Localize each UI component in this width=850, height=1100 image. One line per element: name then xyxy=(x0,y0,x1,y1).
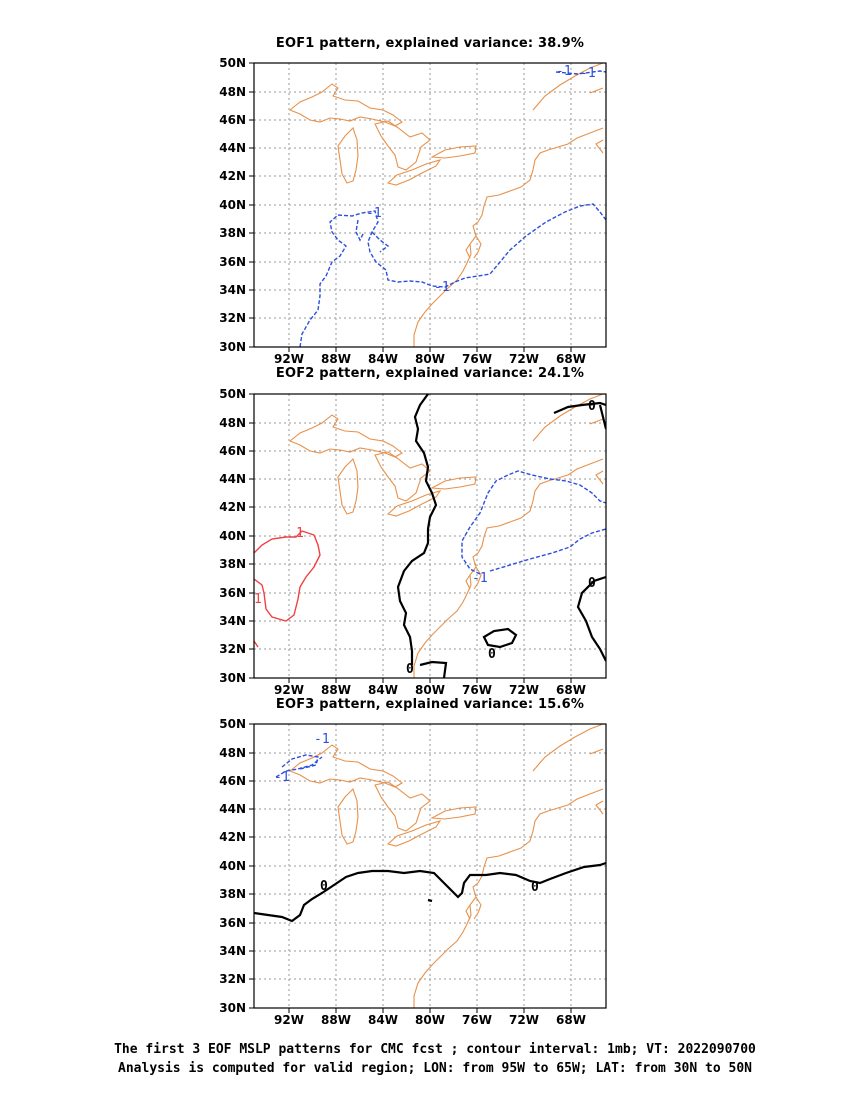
lat-label-panel-1: 50N xyxy=(219,56,246,70)
lat-label-panel-3: 44N xyxy=(219,802,246,816)
lat-label-panel-3: 38N xyxy=(219,887,246,901)
lon-label-panel-3: 88W xyxy=(321,1013,351,1027)
lat-label-panel-2: 32N xyxy=(219,642,246,656)
lon-label-panel-2: 80W xyxy=(415,683,445,697)
panel-3-contour-label: -1 xyxy=(274,770,290,785)
panel-1-title: EOF1 pattern, explained variance: 38.9% xyxy=(275,36,585,51)
lat-label-panel-1: 30N xyxy=(219,340,246,354)
panel-1-contour-label: -1 xyxy=(580,66,596,81)
lat-label-panel-1: 44N xyxy=(219,141,246,155)
lat-label-panel-2: 40N xyxy=(219,529,246,543)
lat-label-panel-2: 38N xyxy=(219,557,246,571)
lon-label-panel-3: 80W xyxy=(415,1013,445,1027)
caption-line-2: Analysis is computed for valid region; L… xyxy=(118,1061,752,1076)
lat-label-panel-3: 42N xyxy=(219,830,246,844)
lon-label-panel-1: 92W xyxy=(274,352,304,366)
panel-2-contour-label: 0 xyxy=(588,576,596,591)
lon-label-panel-1: 80W xyxy=(415,352,445,366)
lon-label-panel-2: 72W xyxy=(509,683,539,697)
lon-label-panel-1: 84W xyxy=(368,352,398,366)
panel-3-map: 0 0 -1 -1 xyxy=(248,723,607,1014)
lat-label-panel-1: 46N xyxy=(219,113,246,127)
lon-label-panel-1: 88W xyxy=(321,352,351,366)
lat-label-panel-3: 34N xyxy=(219,944,246,958)
lat-label-panel-3: 48N xyxy=(219,746,246,760)
panel-2-contour-label: 0 xyxy=(588,399,596,414)
panel-3-contour-label: 0 xyxy=(531,880,539,895)
panel-2-contour-label: 0 xyxy=(406,662,414,677)
panel-2-map: 0 0 0 0 1 1 -1 xyxy=(248,393,607,684)
lon-label-panel-2: 76W xyxy=(462,683,492,697)
panel-1-contour-label: -1 xyxy=(556,64,572,79)
lon-label-panel-3: 84W xyxy=(368,1013,398,1027)
panel-3-contour-label: -1 xyxy=(314,732,330,747)
panel-3-title: EOF3 pattern, explained variance: 15.6% xyxy=(275,697,585,712)
panel-1-contour-label: -1 xyxy=(366,206,382,221)
panel-1-contour-label: -1 xyxy=(434,280,450,295)
lon-label-panel-2: 88W xyxy=(321,683,351,697)
panel-2-contour-label: 0 xyxy=(488,647,496,662)
panel-2-contour-label: 1 xyxy=(296,526,304,541)
lat-label-panel-2: 44N xyxy=(219,472,246,486)
lon-label-panel-3: 68W xyxy=(556,1013,586,1027)
lat-label-panel-1: 42N xyxy=(219,169,246,183)
lat-label-panel-1: 48N xyxy=(219,85,246,99)
lat-label-panel-3: 32N xyxy=(219,972,246,986)
panel-1-negative-contours xyxy=(299,70,606,347)
lon-label-panel-2: 68W xyxy=(556,683,586,697)
lat-label-panel-3: 36N xyxy=(219,916,246,930)
lon-label-panel-3: 92W xyxy=(274,1013,304,1027)
panel-2-title: EOF2 pattern, explained variance: 24.1% xyxy=(275,366,585,381)
lat-label-panel-3: 50N xyxy=(219,717,246,731)
lat-label-panel-1: 38N xyxy=(219,226,246,240)
lon-label-panel-2: 84W xyxy=(368,683,398,697)
lat-label-panel-2: 48N xyxy=(219,416,246,430)
lon-label-panel-1: 68W xyxy=(556,352,586,366)
lat-label-panel-2: 36N xyxy=(219,586,246,600)
axis-labels: 50N 48N 46N 44N 42N 40N 38N 36N 34N 32N 30N 92W 88W 8… xyxy=(219,56,586,1027)
panel-1-map: -1 -1 -1 -1 xyxy=(248,62,607,353)
lon-label-panel-1: 76W xyxy=(462,352,492,366)
lat-label-panel-3: 46N xyxy=(219,774,246,788)
lon-label-panel-1: 72W xyxy=(509,352,539,366)
lat-label-panel-3: 30N xyxy=(219,1001,246,1015)
lat-label-panel-2: 34N xyxy=(219,614,246,628)
caption-line-1: The first 3 EOF MSLP patterns for CMC fc… xyxy=(114,1042,756,1057)
lon-label-panel-2: 92W xyxy=(274,683,304,697)
lon-label-panel-3: 76W xyxy=(462,1013,492,1027)
panel-3-contour-label: 0 xyxy=(320,879,328,894)
lat-label-panel-1: 32N xyxy=(219,311,246,325)
lat-label-panel-3: 40N xyxy=(219,859,246,873)
lat-label-panel-2: 46N xyxy=(219,444,246,458)
lat-label-panel-2: 30N xyxy=(219,671,246,685)
lat-label-panel-1: 34N xyxy=(219,283,246,297)
panel-2-contour-label: -1 xyxy=(472,571,488,586)
lat-label-panel-2: 42N xyxy=(219,500,246,514)
lon-label-panel-3: 72W xyxy=(509,1013,539,1027)
lat-label-panel-2: 50N xyxy=(219,387,246,401)
lat-label-panel-1: 36N xyxy=(219,255,246,269)
lat-label-panel-1: 40N xyxy=(219,198,246,212)
panel-2-contour-label: 1 xyxy=(254,592,262,607)
